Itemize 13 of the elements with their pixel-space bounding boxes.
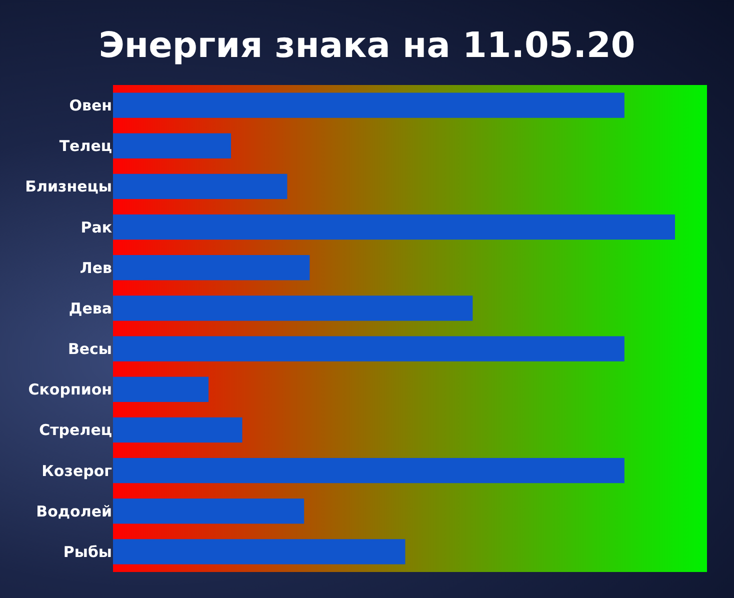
y-tick-label: Лев [80,258,112,277]
y-tick-label: Дева [68,299,112,318]
y-tick-label: Близнецы [25,178,112,196]
y-tick-label: Рыбы [63,542,112,561]
y-tick-label: Козерог [42,462,112,480]
y-tick-label: Водолей [36,502,112,520]
y-tick-label: Рак [80,218,112,236]
y-tick-label: Стрелец [39,421,112,440]
y-tick-label: Овен [69,96,112,115]
y-tick-label: Скорпион [28,380,112,399]
y-tick-label: Весы [68,340,112,358]
chart-title: Энергия знака на 11.05.20 [98,26,636,66]
y-tick-label: Телец [59,137,112,156]
